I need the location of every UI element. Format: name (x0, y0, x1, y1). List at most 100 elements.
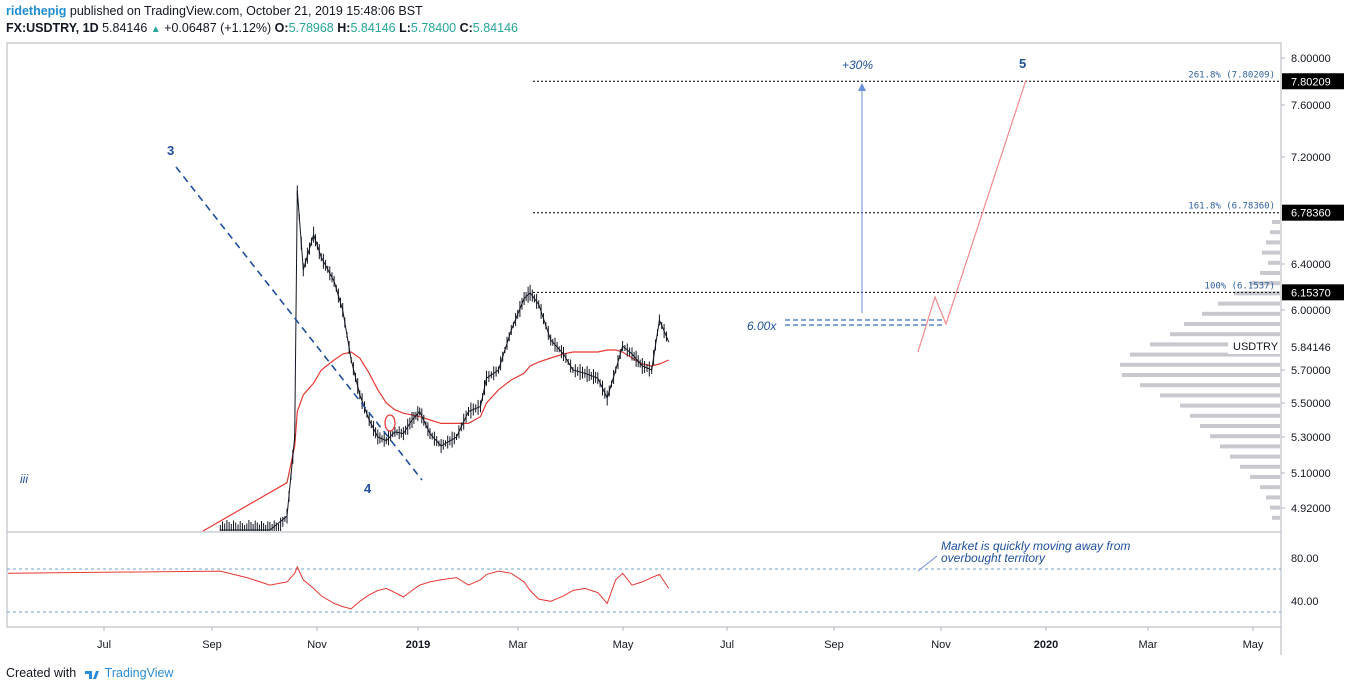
fib-axis-badge (1282, 204, 1344, 221)
fib-levels: 261.8% (7.80209) 7.80209 161.8% (6.78360) 6… (533, 70, 1344, 301)
fib-axis-label: 7.80209 (1291, 76, 1331, 88)
time-tick-label: Mar (1139, 639, 1158, 651)
author-name[interactable]: ridethepig (6, 4, 67, 18)
time-tick-label: Sep (824, 639, 844, 651)
last-price-axis-label: 5.84146 (1291, 342, 1331, 354)
volume-profile-bar (1260, 271, 1280, 275)
volume-profile-bar (1200, 424, 1280, 428)
time-tick-label: Mar (509, 639, 528, 651)
time-tick-label: 2019 (406, 639, 430, 651)
rsi-note: Market is quickly moving away from overb… (941, 539, 1134, 565)
created-with-text: Created with (6, 666, 77, 680)
volume-profile-bar (1270, 505, 1280, 510)
time-tick-label: Nov (931, 639, 951, 651)
rsi-axis-ticks: 80.00 40.00 (1291, 553, 1319, 608)
fib-axis-badge (1282, 73, 1344, 90)
price-tick-label: 6.40000 (1291, 259, 1331, 271)
symbol-axis-label: USDTRY (1233, 341, 1279, 353)
volume-profile-bar (1266, 240, 1280, 245)
wave-4-label: 4 (364, 481, 372, 496)
time-tick-label: Jul (97, 639, 111, 651)
rsi-tick-label: 40.00 (1291, 596, 1319, 608)
fib-label: 161.8% (6.78360) (1188, 202, 1275, 212)
volume-profile-bar (1190, 413, 1280, 418)
volume-profile-bar (1220, 444, 1280, 449)
time-tick-label: May (613, 639, 634, 651)
volume-profile-bar (1234, 291, 1280, 296)
rsi-line (7, 565, 670, 610)
range-label: 6.00x (747, 319, 777, 333)
volume-profile-bar (1170, 332, 1280, 337)
price-tick-label: 7.60000 (1291, 100, 1331, 112)
projection-path (917, 79, 1027, 353)
volume-profile-bar (1140, 383, 1280, 388)
high-label: H: (337, 21, 351, 35)
price-tick-label: 7.20000 (1291, 152, 1331, 164)
price-axis-ticks: 8.00000 7.60000 7.20000 6.40000 6.00000 5.700… (1281, 53, 1331, 515)
fib-axis-badge (1282, 284, 1344, 301)
volume-profile-bar (1250, 475, 1280, 479)
wave-iii-label: iii (20, 472, 28, 486)
price-series-line (220, 190, 670, 531)
price-tick-label: 6.00000 (1291, 305, 1331, 317)
fib-label: 261.8% (7.80209) (1188, 70, 1275, 80)
volume-profile-bar (1240, 464, 1280, 469)
wave-4-trendline (175, 166, 423, 481)
up-arrow-icon: ▲ (150, 24, 161, 35)
wave-3-label: 3 (167, 143, 174, 158)
high-value: 5.84146 (350, 21, 396, 35)
price-tick-label: 5.70000 (1291, 365, 1331, 377)
time-tick-label: Nov (307, 639, 327, 651)
open-label: O: (274, 21, 289, 35)
footer: Created with TradingView (6, 666, 173, 680)
volume-profile-bar (1150, 342, 1280, 347)
volume-profile-bar (1262, 250, 1280, 255)
fib-axis-label: 6.15370 (1291, 287, 1331, 299)
price-change: +0.06487 (+1.12%) (164, 21, 272, 35)
volume-profile-bar (1260, 485, 1280, 490)
volume-profile-bar (1180, 403, 1280, 408)
low-label: L: (399, 21, 411, 35)
tradingview-logo-icon (84, 670, 99, 679)
volume-profile (1120, 220, 1280, 520)
volume-profile-bar (1184, 322, 1280, 326)
time-tick-label: May (1243, 639, 1264, 651)
target-percent-label: +30% (842, 58, 873, 72)
volume-profile-bar (1210, 434, 1280, 439)
volume-profile-bar (1230, 454, 1280, 459)
volume-profile-bar (1266, 495, 1280, 500)
volume-profile-bar (1270, 230, 1280, 235)
volume-profile-bar (1130, 352, 1280, 357)
volume-profile-bar (1218, 301, 1280, 306)
close-label: C: (459, 21, 473, 35)
time-tick-label: Jul (720, 639, 734, 651)
arrow-head-icon (858, 83, 866, 91)
symbol-label-box (1228, 339, 1280, 354)
volume-profile-bar (1202, 311, 1280, 316)
time-tick-label: Sep (202, 639, 222, 651)
symbol-legend: FX:USDTRY, 1D 5.84146 ▲ +0.06487 (+1.12%… (6, 21, 518, 35)
time-axis-ticks: Jul Sep Nov 2019 Mar May Jul Sep Nov 2020 Mar May (97, 627, 1264, 651)
highlight-circle (384, 414, 396, 432)
low-value: 5.78400 (410, 21, 457, 35)
rsi-note-line-1: Market is quickly moving away from (941, 539, 1130, 553)
open-value: 5.78968 (288, 21, 334, 35)
rsi-tick-label: 80.00 (1291, 553, 1319, 565)
published-text: published on TradingView.com, October 21… (69, 4, 423, 18)
wave-5-label: 5 (1019, 56, 1026, 71)
price-tick-label: 4.92000 (1291, 503, 1331, 515)
close-value: 5.84146 (472, 21, 518, 35)
volume-profile-bar (1160, 393, 1280, 398)
volume-profile-bar (1268, 260, 1280, 265)
fib-axis-label: 6.78360 (1291, 208, 1331, 220)
tradingview-brand[interactable]: TradingView (104, 666, 174, 680)
price-tick-label: 5.30000 (1291, 432, 1331, 444)
price-tick-label: 8.00000 (1291, 53, 1331, 65)
time-tick-label: 2020 (1034, 639, 1058, 651)
volume-profile-bar (1272, 220, 1280, 224)
volume-profile-bar (1120, 362, 1280, 367)
note-arrow (917, 555, 938, 572)
rsi-note-line-2: overbought territory (941, 551, 1046, 565)
volume-profile-bar (1272, 515, 1280, 520)
